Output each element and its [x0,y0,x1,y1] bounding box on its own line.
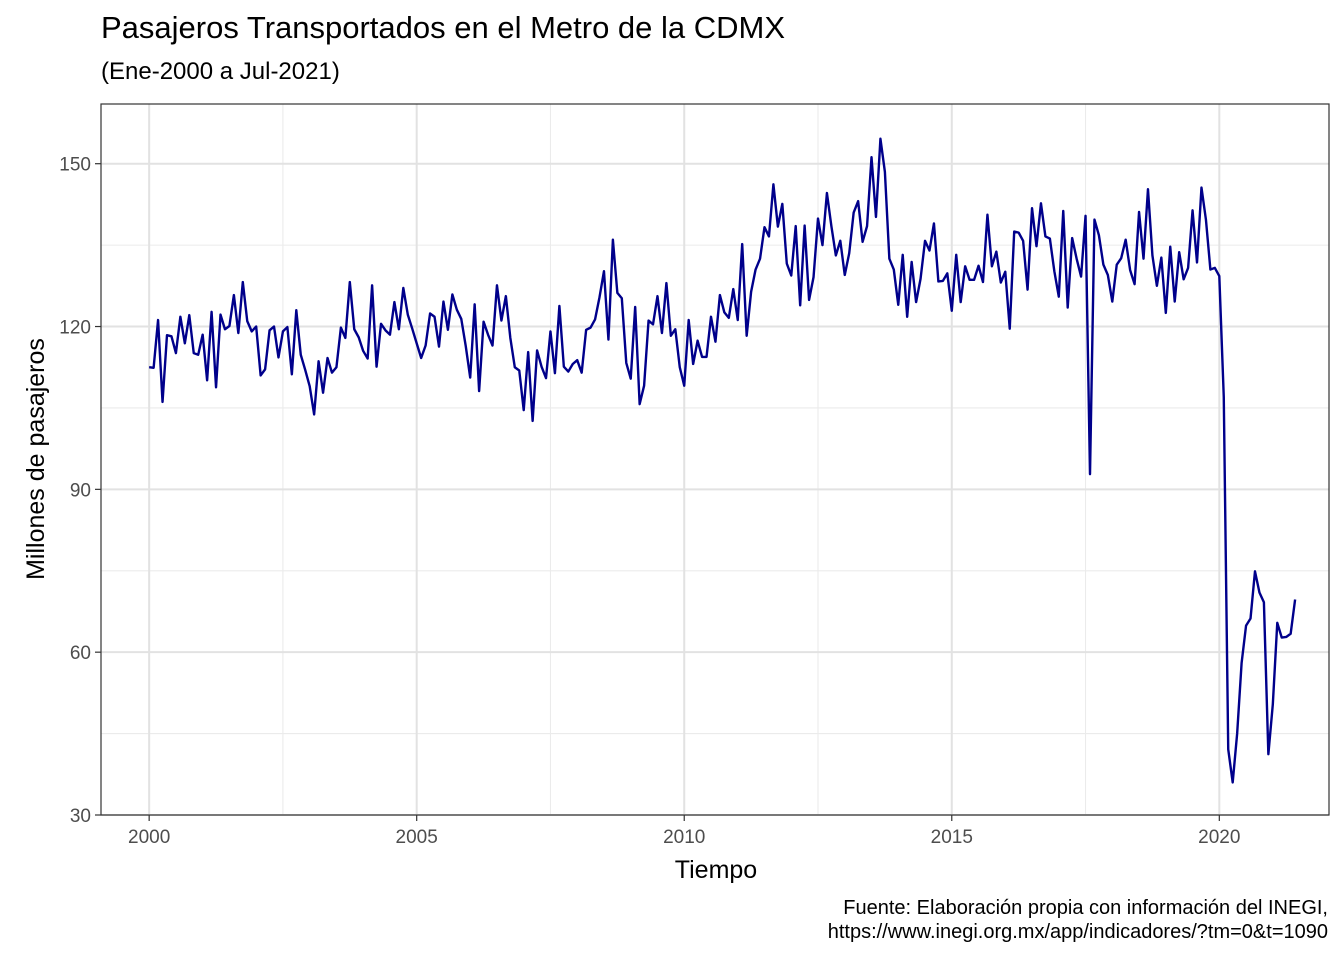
source-caption-line-2: https://www.inegi.org.mx/app/indicadores… [827,921,1328,943]
x-tick-label: 2010 [663,827,705,848]
source-caption-line-1: Fuente: Elaboración propia con informaci… [843,897,1328,919]
chart-subtitle: (Ene-2000 a Jul-2021) [101,58,340,85]
x-axis: 2000 2005 2010 2015 2020 [128,815,1240,848]
y-axis-label: Millones de pasajeros [22,338,50,580]
y-tick-label: 30 [70,806,91,827]
y-tick-label: 120 [59,318,91,339]
x-tick-label: 2020 [1198,827,1240,848]
y-tick-label: 150 [59,155,91,176]
x-tick-label: 2000 [128,827,170,848]
major-gridlines [101,104,1329,816]
x-tick-label: 2005 [396,827,438,848]
x-axis-label: Tiempo [675,856,757,884]
y-axis: 30 60 90 120 150 [59,155,101,827]
y-tick-label: 60 [70,643,91,664]
panel-border [100,103,1330,816]
x-tick-label: 2015 [931,827,973,848]
chart-title: Pasajeros Transportados en el Metro de l… [101,10,786,45]
series-line [149,137,1297,784]
source-caption: Fuente: Elaboración propia con informaci… [828,896,1328,944]
y-tick-label: 90 [70,480,91,501]
minor-gridlines [101,104,1329,815]
